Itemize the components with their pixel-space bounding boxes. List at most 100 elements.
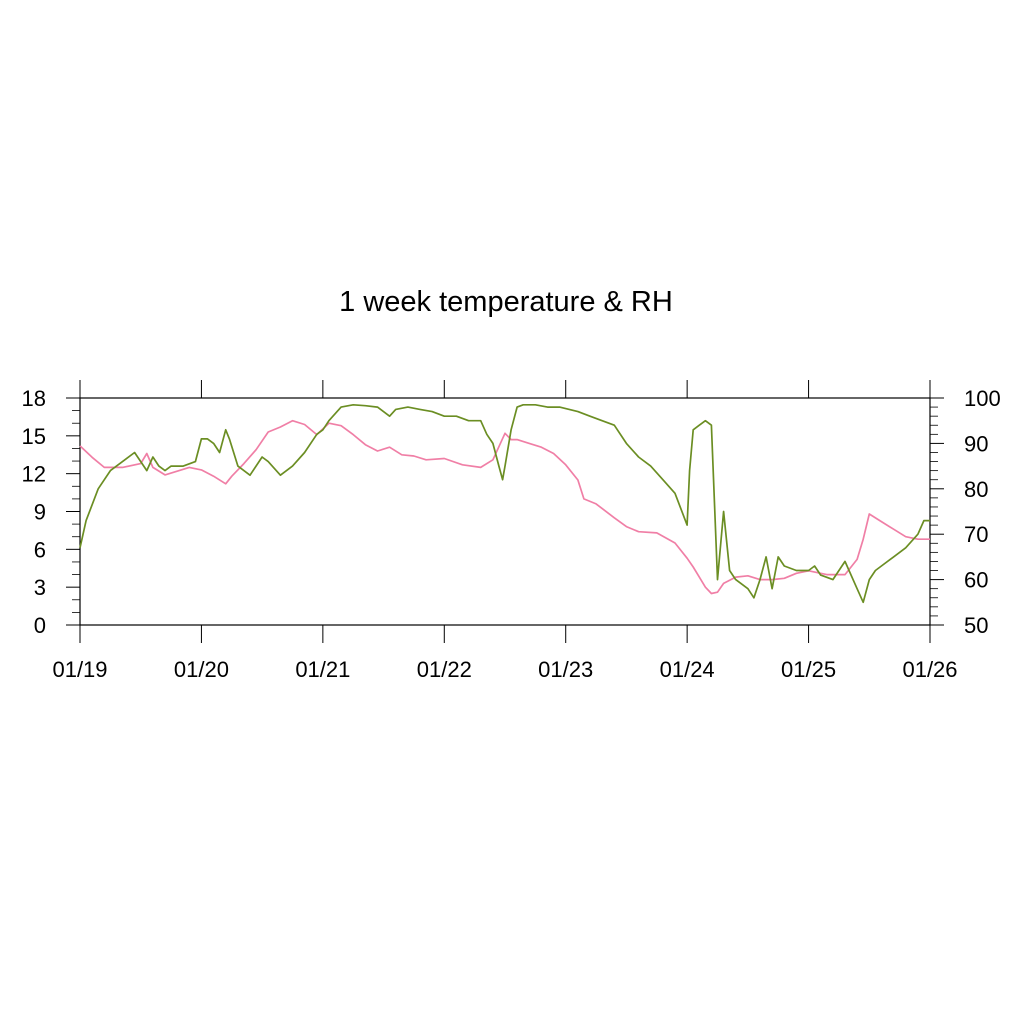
series-point (710, 593, 712, 595)
series-point (856, 558, 858, 560)
series-point (134, 452, 136, 454)
series-point (820, 574, 822, 576)
chart-title: 1 week temperature & RH (339, 286, 673, 318)
axis-tick-labels: 01/19 01/20 01/21 01/22 01/23 01/24 01/25 01/26… (22, 386, 1001, 682)
series-point (292, 465, 294, 467)
series-point (261, 456, 263, 458)
series-point (905, 547, 907, 549)
series-point (662, 479, 664, 481)
series-point (893, 556, 895, 558)
series-point (207, 438, 209, 440)
series-point (795, 570, 797, 572)
series-point (213, 475, 215, 477)
series-point (225, 483, 227, 485)
y-left-tick-label: 12 (22, 462, 46, 487)
plot-frame (79, 397, 931, 626)
series-point (656, 532, 658, 534)
series-point (565, 464, 567, 466)
series-point (613, 424, 615, 426)
series-point (589, 415, 591, 417)
series-point (395, 408, 397, 410)
y-left-tick-label: 18 (22, 386, 46, 411)
series-point (893, 528, 895, 530)
series-point (425, 459, 427, 461)
series-point (929, 520, 931, 522)
series-points-left (79, 420, 931, 595)
series-point (717, 579, 719, 581)
series-point (267, 461, 269, 463)
series-point (413, 455, 415, 457)
y-left-tick-label: 6 (34, 537, 46, 562)
series-point (735, 579, 737, 581)
series-point (340, 406, 342, 408)
series-point (103, 466, 105, 468)
series-point (698, 576, 700, 578)
series-point (771, 588, 773, 590)
series-point (267, 431, 269, 433)
series-point (364, 444, 366, 446)
series-point (638, 531, 640, 533)
series-point (498, 465, 500, 467)
series-point (826, 574, 828, 576)
series-point (243, 463, 245, 465)
series-point (352, 404, 354, 406)
x-tick-label: 01/26 (902, 657, 957, 682)
series-point (97, 488, 99, 490)
series-point (729, 570, 731, 572)
series-point (352, 434, 354, 436)
series-point (109, 470, 111, 472)
series-group (79, 403, 931, 604)
y-right-tick-label: 100 (964, 386, 1001, 411)
x-tick-label: 01/20 (174, 657, 229, 682)
series-point (625, 442, 627, 444)
series-point (583, 498, 585, 500)
series-point (844, 560, 846, 562)
series-point (200, 438, 202, 440)
series-point (577, 479, 579, 481)
series-point (304, 452, 306, 454)
series-point (522, 404, 524, 406)
series-point (917, 533, 919, 535)
series-point (613, 517, 615, 519)
series-point (152, 456, 154, 458)
series-point (516, 439, 518, 441)
series-point (194, 461, 196, 463)
series-point (389, 415, 391, 417)
series-point (419, 408, 421, 410)
series-point (213, 442, 215, 444)
series-point (783, 577, 785, 579)
series-point (492, 442, 494, 444)
x-tick-label: 01/25 (781, 657, 836, 682)
series-point (401, 454, 403, 456)
series-point (528, 442, 530, 444)
series-point (674, 492, 676, 494)
series-point (504, 432, 506, 434)
series-point (468, 420, 470, 422)
series-point (502, 479, 504, 481)
series-point (674, 542, 676, 544)
series-line-left (79, 419, 930, 595)
series-point (431, 411, 433, 413)
x-tick-label: 01/24 (660, 657, 715, 682)
series-point (929, 538, 931, 540)
series-point (79, 445, 81, 447)
y-right-tick-label: 50 (964, 613, 988, 638)
series-point (255, 449, 257, 451)
series-point (868, 513, 870, 515)
x-tick-label: 01/23 (538, 657, 593, 682)
series-point (407, 406, 409, 408)
series-point (146, 470, 148, 472)
series-point (844, 574, 846, 576)
series-line-right (79, 403, 930, 604)
y-right-tick-label: 80 (964, 477, 988, 502)
series-point (868, 579, 870, 581)
series-point (880, 565, 882, 567)
series-point (328, 420, 330, 422)
y-right-tick-label: 60 (964, 568, 988, 593)
series-point (455, 415, 457, 417)
series-point (122, 466, 124, 468)
series-point (692, 429, 694, 431)
series-point (692, 566, 694, 568)
series-point (91, 456, 93, 458)
series-point (814, 565, 816, 567)
